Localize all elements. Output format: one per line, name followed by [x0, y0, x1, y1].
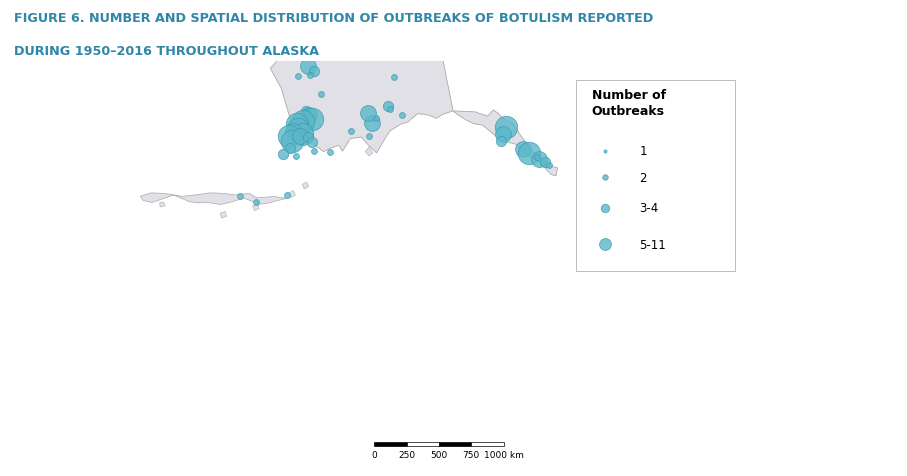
Point	[386, 74, 401, 81]
Point	[322, 149, 336, 157]
Point	[300, 134, 315, 142]
Point	[301, 112, 316, 120]
Point	[307, 148, 322, 155]
Text: DURING 1950–2016 THROUGHOUT ALASKA: DURING 1950–2016 THROUGHOUT ALASKA	[14, 45, 318, 58]
Polygon shape	[253, 204, 259, 211]
Point	[495, 131, 510, 139]
Point	[276, 151, 290, 159]
Point	[343, 128, 357, 136]
Text: Number of
Outbreaks: Number of Outbreaks	[592, 89, 666, 118]
Point	[300, 63, 315, 70]
Point	[285, 138, 299, 146]
Point	[297, 23, 311, 31]
Point	[305, 116, 319, 123]
Point	[538, 159, 552, 166]
Point	[282, 145, 297, 152]
Text: 3-4: 3-4	[639, 202, 658, 215]
Text: FIGURE 6. NUMBER AND SPATIAL DISTRIBUTION OF OUTBREAKS OF BOTULISM REPORTED: FIGURE 6. NUMBER AND SPATIAL DISTRIBUTIO…	[14, 12, 653, 25]
Point	[516, 146, 531, 154]
Text: 5-11: 5-11	[639, 238, 666, 251]
Point	[291, 126, 306, 133]
Point	[532, 156, 547, 163]
Point	[383, 106, 397, 113]
Point	[542, 161, 557, 169]
Point	[365, 119, 379, 127]
Text: 750: 750	[463, 450, 480, 459]
Text: 2: 2	[639, 171, 647, 185]
Point	[305, 139, 319, 147]
Point	[598, 241, 612, 248]
Polygon shape	[439, 442, 472, 446]
Point	[493, 138, 508, 146]
Point	[314, 90, 328, 98]
Point	[307, 68, 321, 76]
Text: 0: 0	[372, 450, 377, 459]
Point	[287, 51, 301, 59]
Point	[598, 148, 612, 155]
Polygon shape	[270, 0, 454, 153]
Point	[287, 128, 301, 136]
Point	[362, 133, 376, 140]
Polygon shape	[160, 203, 165, 208]
Point	[598, 205, 612, 212]
Point	[289, 121, 304, 129]
Text: 500: 500	[430, 450, 448, 459]
Point	[233, 193, 248, 200]
Point	[296, 118, 310, 125]
Text: 1000 km: 1000 km	[483, 450, 523, 459]
Polygon shape	[141, 193, 287, 205]
Point	[289, 153, 304, 160]
Point	[249, 199, 263, 207]
Point	[290, 73, 305, 81]
Polygon shape	[406, 442, 439, 446]
Point	[287, 30, 301, 38]
Point	[298, 108, 313, 115]
Text: 250: 250	[398, 450, 415, 459]
Text: 1: 1	[639, 145, 647, 158]
Point	[598, 174, 612, 182]
Point	[530, 154, 544, 161]
Point	[303, 72, 317, 79]
Polygon shape	[220, 212, 227, 218]
Polygon shape	[289, 191, 296, 198]
Point	[522, 150, 536, 158]
Point	[282, 133, 297, 141]
Polygon shape	[302, 183, 308, 189]
Polygon shape	[454, 111, 558, 177]
Point	[295, 130, 309, 138]
Point	[361, 109, 375, 117]
Point	[380, 103, 395, 111]
Polygon shape	[375, 442, 406, 446]
Point	[394, 50, 408, 58]
Point	[368, 115, 383, 123]
Polygon shape	[472, 442, 503, 446]
Point	[273, 23, 288, 31]
Point	[395, 112, 409, 120]
Point	[499, 124, 513, 132]
Point	[279, 192, 294, 200]
Polygon shape	[366, 148, 373, 157]
Point	[293, 133, 307, 141]
